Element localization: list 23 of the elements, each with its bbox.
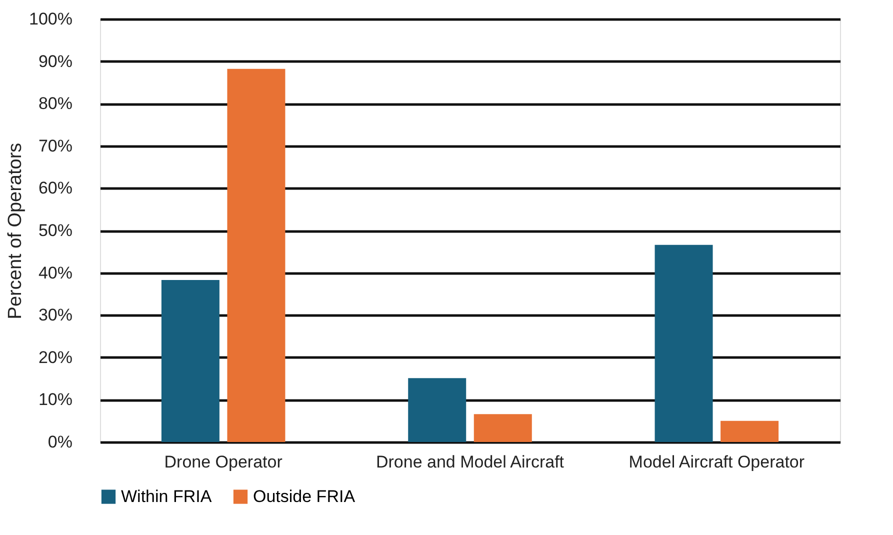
y-tick-label: 20% xyxy=(38,348,72,367)
y-tick-label: 90% xyxy=(38,52,72,71)
bar xyxy=(654,244,713,442)
legend-label: Outside FRIA xyxy=(253,486,356,506)
legend-label: Within FRIA xyxy=(121,486,212,506)
bar xyxy=(227,68,286,442)
y-tick-label: 10% xyxy=(38,390,72,410)
y-tick-label: 50% xyxy=(38,221,72,240)
y-tick-label: 60% xyxy=(38,178,72,198)
bar xyxy=(408,378,466,442)
bar xyxy=(161,280,220,442)
bar xyxy=(720,420,779,442)
y-tick-label: 80% xyxy=(38,94,72,114)
y-tick-label: 30% xyxy=(38,306,72,325)
y-tick-label: 100% xyxy=(29,10,72,28)
x-tick-label: Model Aircraft Operator xyxy=(628,452,805,472)
y-tick-label: 0% xyxy=(48,432,72,452)
y-tick-label: 40% xyxy=(38,263,72,282)
bar xyxy=(474,414,532,442)
y-tick-label: 70% xyxy=(38,136,72,156)
x-tick-label: Drone Operator xyxy=(164,452,283,472)
y-axis-title: Percent of Operators xyxy=(5,142,26,320)
x-tick-label: Drone and Model Aircraft xyxy=(376,452,564,472)
